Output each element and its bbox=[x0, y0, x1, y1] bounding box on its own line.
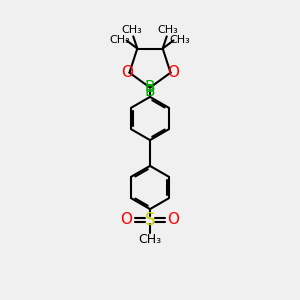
Text: O: O bbox=[121, 212, 133, 227]
Text: CH₃: CH₃ bbox=[122, 25, 142, 35]
Text: S: S bbox=[145, 211, 155, 229]
Text: CH₃: CH₃ bbox=[158, 25, 178, 35]
Text: CH₃: CH₃ bbox=[110, 35, 130, 45]
Text: O: O bbox=[167, 65, 179, 80]
Text: O: O bbox=[121, 65, 133, 80]
Text: B: B bbox=[145, 80, 155, 95]
Text: O: O bbox=[167, 212, 179, 227]
Text: CH₃: CH₃ bbox=[170, 35, 190, 45]
Text: B: B bbox=[145, 84, 155, 99]
Text: CH₃: CH₃ bbox=[138, 232, 162, 246]
